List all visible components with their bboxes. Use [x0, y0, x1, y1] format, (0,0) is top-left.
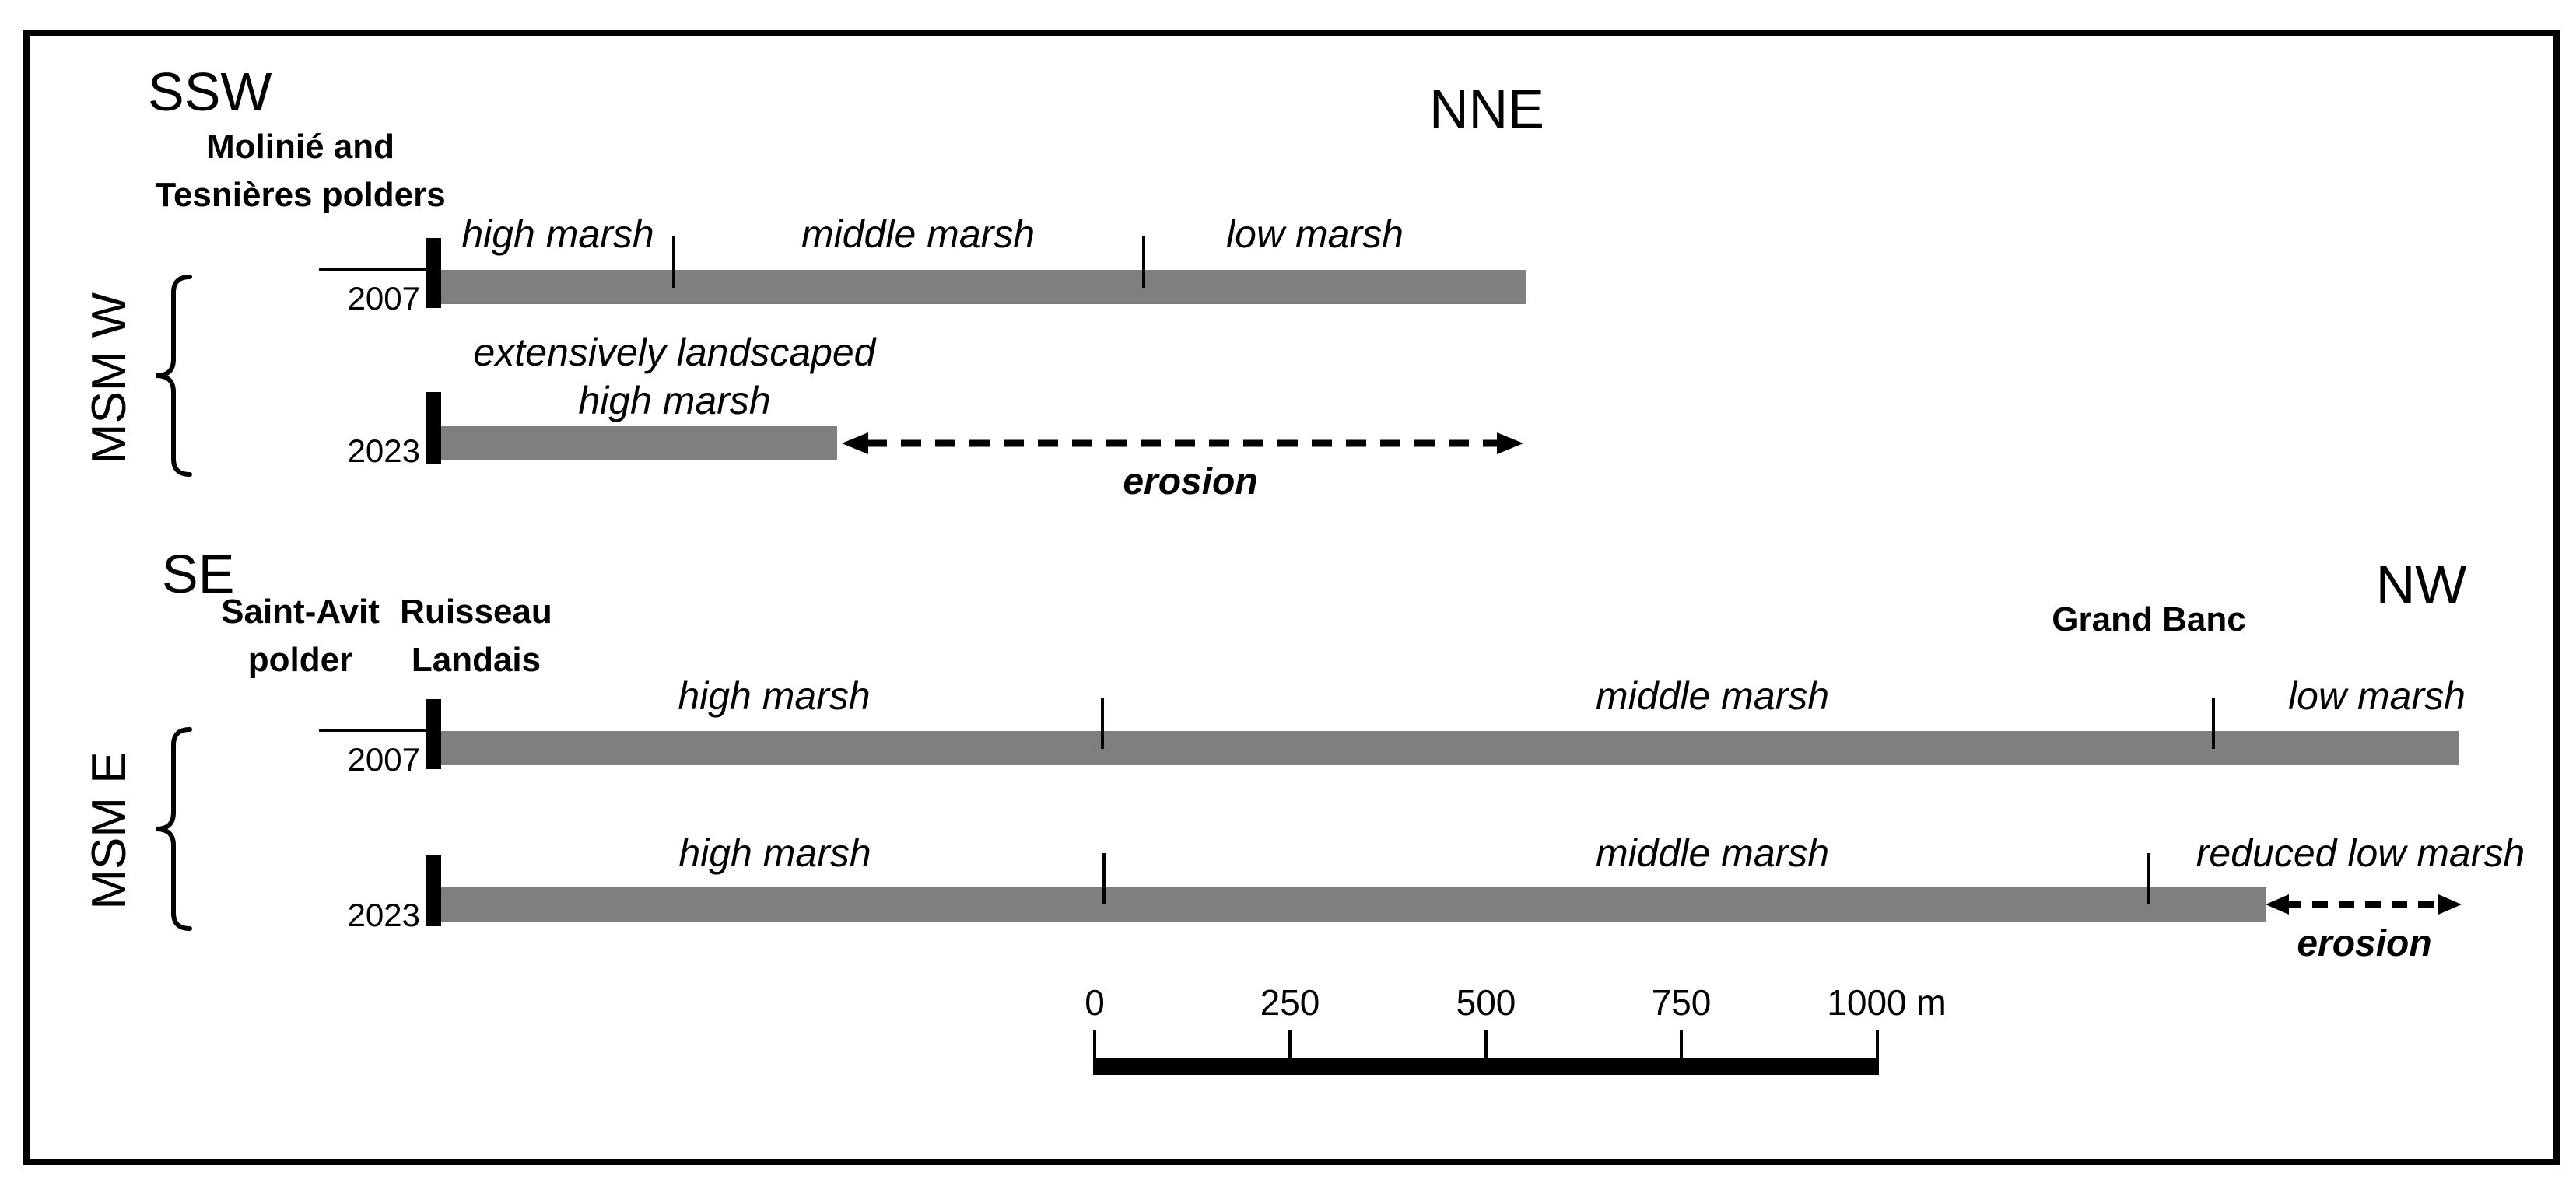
zone-label-high-marsh: high marsh: [461, 212, 654, 256]
zone-boundary-tick: [1142, 236, 1145, 288]
scale-bar: [1095, 1058, 1877, 1075]
erosion-arrow-msm-w: [842, 432, 1523, 454]
zone-label-middle-marsh: middle marsh: [1596, 831, 1830, 875]
zone-boundary-tick: [2212, 698, 2215, 749]
erosion-arrow-msm-e: [2266, 894, 2462, 915]
lead-line-2007: [319, 268, 433, 271]
scale-tick: [1484, 1030, 1488, 1058]
erosion-label-msm-e: erosion: [2297, 923, 2432, 964]
polder-edge-marker: [426, 392, 441, 464]
zone-label-reduced-low-marsh: reduced low marsh: [2196, 831, 2525, 875]
direction-label-nw: NW: [2375, 555, 2467, 615]
zone-boundary-tick: [2147, 853, 2150, 904]
lead-line-2007: [319, 729, 433, 732]
note-high-marsh: high marsh: [578, 379, 771, 422]
scale-tick: [1876, 1030, 1879, 1075]
zone-boundary-tick: [672, 236, 675, 288]
section-label-text: MSM E: [82, 751, 136, 910]
stream-edge-marker: [426, 699, 441, 769]
msm-e-bracket: [156, 727, 192, 931]
arrowhead-right: [1497, 432, 1523, 454]
scale-tick: [1093, 1030, 1096, 1075]
arrowhead-left: [842, 432, 868, 454]
transect-bar-msm-e-2007: [441, 731, 2459, 765]
stream-edge-marker: [426, 855, 441, 926]
landmark-line: Tesnières polders: [155, 176, 446, 214]
landmark-molinie-tesnieres-polders: Molinié and Tesnières polders: [152, 123, 448, 219]
landmark-grand-banc: Grand Banc: [2052, 600, 2246, 638]
figure-border: [23, 30, 2560, 1165]
zone-label-low-marsh: low marsh: [1226, 212, 1404, 256]
scale-tick-label-1000m: 1000 m: [1827, 982, 1947, 1023]
section-label-text: MSM W: [82, 292, 136, 464]
section-label-msm-w: MSM W: [82, 292, 136, 464]
year-label-2023: 2023: [347, 432, 420, 469]
zone-boundary-tick: [1101, 698, 1104, 749]
scale-tick-label-0: 0: [1085, 982, 1105, 1023]
note-extensively-landscaped: extensively landscaped: [473, 331, 876, 374]
transect-bar-msm-e-2023: [441, 887, 2266, 922]
landmark-line: Molinié and: [206, 128, 394, 166]
arrowhead-left: [2266, 894, 2289, 915]
zone-label-middle-marsh: middle marsh: [801, 212, 1036, 256]
direction-label-ssw: SSW: [148, 61, 272, 122]
zone-label-middle-marsh: middle marsh: [1596, 674, 1830, 718]
section-label-msm-e: MSM E: [82, 747, 136, 915]
arrowhead-right: [2438, 894, 2462, 915]
transect-bar-msm-w-2023: [441, 426, 837, 460]
landmark-line: polder: [247, 641, 353, 679]
zone-label-high-marsh: high marsh: [678, 674, 871, 718]
zone-label-high-marsh: high marsh: [678, 831, 871, 875]
direction-label-se: SE: [162, 544, 235, 604]
scale-tick-label-750: 750: [1651, 982, 1712, 1023]
scale-tick: [1288, 1030, 1292, 1058]
landmark-saint-avit-polder: Saint-Avit polder: [184, 588, 417, 684]
scale-tick: [1680, 1030, 1683, 1058]
polder-edge-marker: [426, 238, 441, 308]
transect-bar-msm-w-2007: [441, 270, 1526, 304]
zone-label-low-marsh: low marsh: [2288, 674, 2466, 718]
year-label-2023: 2023: [347, 897, 420, 933]
landmark-line: Ruisseau: [400, 593, 552, 631]
direction-label-nne: NNE: [1429, 79, 1544, 139]
msm-w-bracket: [156, 275, 192, 477]
zone-boundary-tick: [1102, 853, 1106, 904]
landmark-line: Saint-Avit: [221, 593, 380, 631]
erosion-label-msm-w: erosion: [1123, 461, 1258, 502]
year-label-2007: 2007: [347, 741, 420, 778]
landmark-line: Landais: [411, 641, 541, 679]
landmark-ruisseau-landais: Ruisseau Landais: [359, 588, 593, 684]
scale-tick-label-500: 500: [1456, 982, 1516, 1023]
year-label-2007: 2007: [347, 280, 420, 317]
scale-tick-label-250: 250: [1260, 982, 1320, 1023]
